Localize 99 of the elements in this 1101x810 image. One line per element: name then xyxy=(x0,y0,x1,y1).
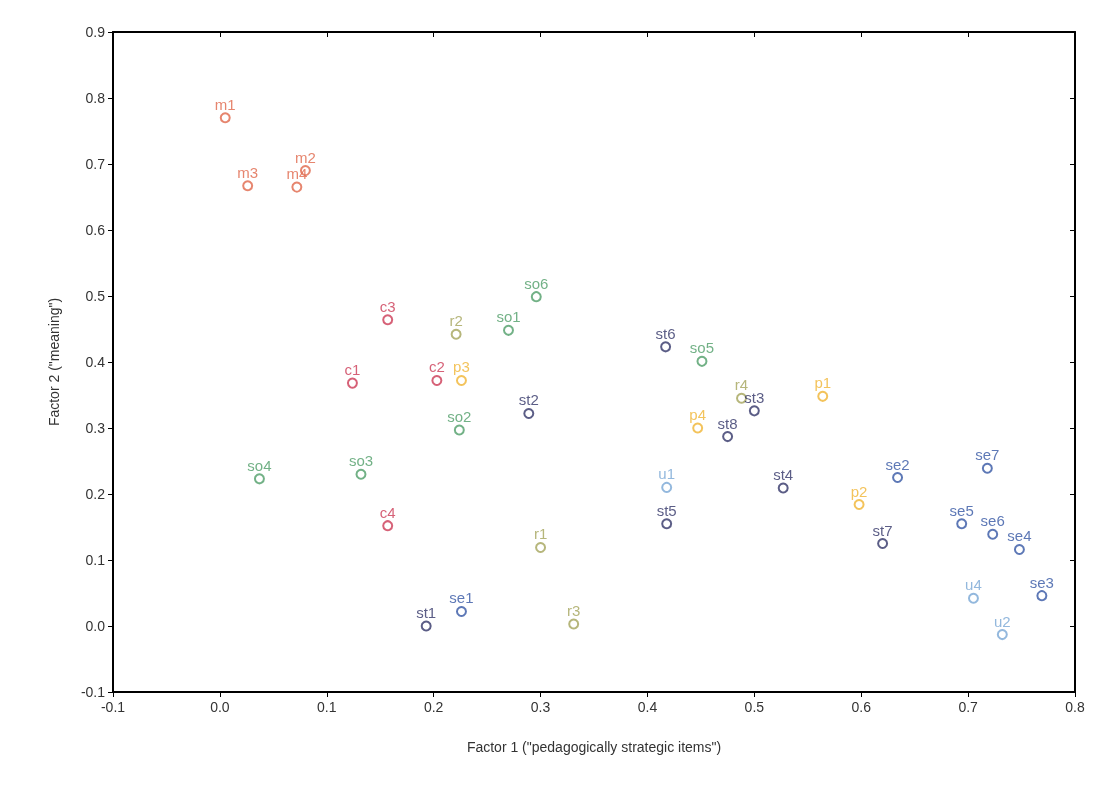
annotation: se1 xyxy=(449,589,474,607)
annotation: c1 xyxy=(344,361,361,379)
point xyxy=(523,407,535,419)
point xyxy=(535,541,547,553)
annotation: c4 xyxy=(379,503,396,521)
annotation: p2 xyxy=(850,482,868,500)
annotation: c3 xyxy=(379,297,396,315)
annotation: u2 xyxy=(993,612,1011,630)
annotation: se6 xyxy=(980,512,1005,530)
x-tick-label: 0.0 xyxy=(210,699,230,715)
annotation: st5 xyxy=(656,501,677,519)
point xyxy=(568,618,580,630)
point xyxy=(1036,590,1048,602)
annotation: st4 xyxy=(773,466,794,484)
y-tick-label: -0.1 xyxy=(80,684,106,700)
annotation: m3 xyxy=(237,163,259,181)
point xyxy=(291,181,303,193)
point xyxy=(987,528,999,540)
point xyxy=(453,424,465,436)
point xyxy=(817,390,829,402)
x-tick-label: 0.2 xyxy=(423,699,444,715)
point xyxy=(503,324,514,336)
x-axis-title: Factor 1 ("pedagogically strategic items") xyxy=(466,739,722,755)
annotation: so1 xyxy=(496,308,521,326)
point xyxy=(748,405,760,417)
point xyxy=(450,328,462,340)
point xyxy=(382,520,394,532)
annotation: p4 xyxy=(689,406,707,423)
y-tick-label: 0.0 xyxy=(85,618,106,634)
y-axis-title: Factor 2 ("meaning") xyxy=(46,297,62,427)
y-tick-label: 0.7 xyxy=(85,156,106,172)
point xyxy=(660,341,672,353)
y-tick-label: 0.8 xyxy=(85,90,106,106)
annotation: so4 xyxy=(247,456,272,474)
y-tick-label: 0.3 xyxy=(85,420,106,436)
y-tick-label: 0.4 xyxy=(85,354,106,370)
y-tick-label: 0.5 xyxy=(85,288,106,304)
point xyxy=(382,314,394,326)
point xyxy=(346,377,358,389)
annotation: se7 xyxy=(975,446,1000,464)
annotation: se2 xyxy=(885,455,910,473)
annotation: st2 xyxy=(518,391,539,409)
x-tick-label: 0.1 xyxy=(317,699,337,715)
annotation: so5 xyxy=(689,339,715,357)
point xyxy=(853,499,865,511)
point xyxy=(692,422,704,434)
point xyxy=(242,180,254,192)
x-tick-label: -0.1 xyxy=(100,699,126,715)
annotation: so6 xyxy=(524,274,549,292)
annotation: so2 xyxy=(447,407,472,425)
point xyxy=(777,482,789,494)
x-tick-label: 0.7 xyxy=(958,699,979,715)
point xyxy=(530,291,542,303)
annotation: so3 xyxy=(348,452,374,470)
annotation: m4 xyxy=(286,165,308,183)
y-tick-label: 0.9 xyxy=(85,24,106,40)
point xyxy=(892,472,904,483)
point xyxy=(696,355,708,367)
point xyxy=(956,518,968,530)
annotation: p1 xyxy=(814,374,832,392)
annotation: m2 xyxy=(294,148,316,166)
x-tick-label: 0.3 xyxy=(530,699,551,715)
x-tick-label: 0.4 xyxy=(637,699,658,715)
point xyxy=(996,629,1008,641)
annotation: st6 xyxy=(655,324,676,342)
annotation: m1 xyxy=(214,95,236,113)
point xyxy=(1013,543,1025,555)
point xyxy=(455,374,467,386)
annotation: r2 xyxy=(449,312,463,330)
annotation: r3 xyxy=(567,602,581,620)
annotation: p3 xyxy=(453,358,470,376)
x-tick-label: 0.5 xyxy=(744,699,765,715)
y-tick-label: 0.1 xyxy=(85,552,106,568)
annotation: c2 xyxy=(428,358,445,376)
annotation: st8 xyxy=(717,414,738,432)
point xyxy=(355,468,367,480)
point xyxy=(253,473,265,485)
annotation: st7 xyxy=(872,521,893,539)
point xyxy=(981,462,993,474)
x-tick-label: 0.8 xyxy=(1065,699,1085,715)
point xyxy=(877,538,889,549)
point xyxy=(722,431,734,443)
point xyxy=(455,605,467,617)
x-tick-label: 0.6 xyxy=(851,699,872,715)
annotation: se3 xyxy=(1029,573,1054,591)
point xyxy=(219,112,231,124)
annotation: se5 xyxy=(949,501,974,519)
annotation: r1 xyxy=(533,525,548,543)
point xyxy=(661,481,673,493)
point xyxy=(420,620,432,632)
annotation: u4 xyxy=(965,576,982,594)
y-tick-label: 0.6 xyxy=(85,222,106,238)
point xyxy=(661,518,673,530)
annotation: u1 xyxy=(658,465,676,483)
point xyxy=(967,592,979,604)
point xyxy=(431,374,443,386)
annotation: st1 xyxy=(416,604,437,621)
y-tick-label: 0.2 xyxy=(85,486,106,502)
annotation: se4 xyxy=(1007,527,1032,545)
